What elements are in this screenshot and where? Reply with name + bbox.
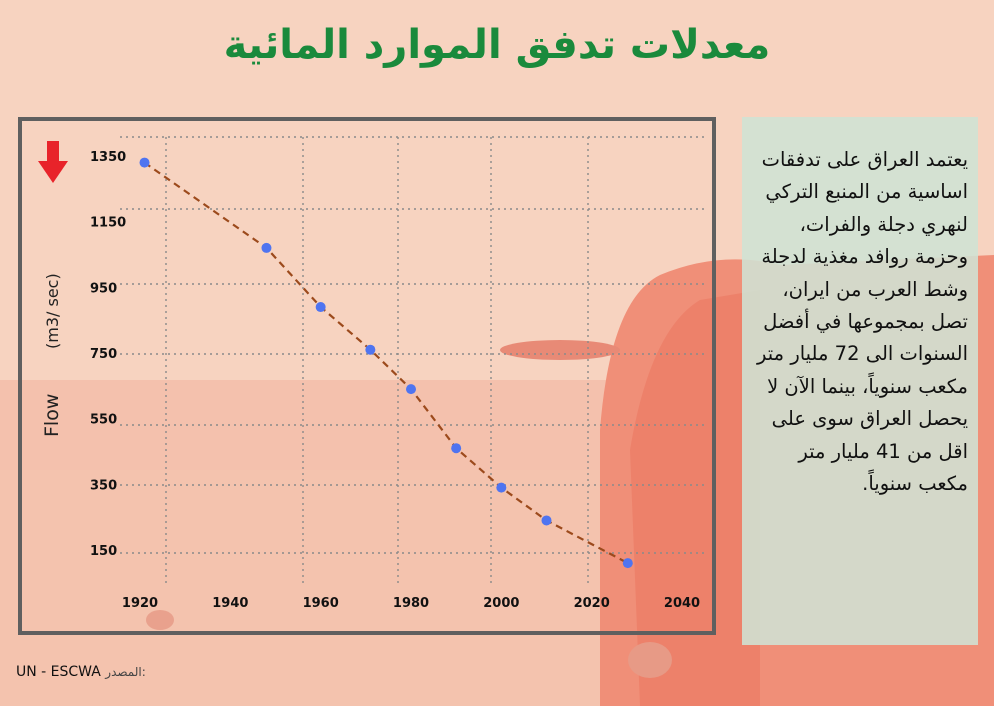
y-tick-labels: 150 350 550 750 950 1150 1350 bbox=[90, 150, 126, 559]
data-point bbox=[365, 344, 376, 355]
x-tick-label: 1960 bbox=[303, 596, 339, 611]
y-axis-label: Flow bbox=[41, 394, 63, 437]
y-tick-label: 750 bbox=[90, 347, 117, 362]
y-tick-label: 150 bbox=[90, 544, 117, 559]
source-credit: UN - ESCWA المصدر: bbox=[16, 664, 146, 680]
down-arrow-icon bbox=[38, 141, 68, 183]
data-point bbox=[261, 242, 272, 253]
data-point bbox=[451, 443, 462, 454]
source-value: UN - ESCWA bbox=[16, 664, 101, 680]
y-tick-label: 550 bbox=[90, 413, 117, 428]
chart-frame bbox=[18, 117, 716, 635]
x-tick-labels: 1920 1940 1960 1980 2000 2020 2040 bbox=[122, 596, 700, 611]
flow-chart: 150 350 550 750 950 1150 1350 1920 1940 1960 1980… bbox=[38, 136, 708, 611]
info-paragraph: يعتمد العراق على تدفقات اساسية من المنبع… bbox=[757, 148, 968, 496]
chart-grid bbox=[120, 136, 708, 587]
x-tick-label: 2020 bbox=[574, 596, 610, 611]
x-tick-label: 1920 bbox=[122, 596, 158, 611]
data-point bbox=[139, 157, 150, 168]
data-point bbox=[406, 384, 416, 395]
source-label: المصدر: bbox=[105, 665, 146, 679]
y-tick-label: 350 bbox=[90, 478, 117, 493]
data-markers bbox=[139, 157, 633, 569]
data-point bbox=[541, 515, 552, 526]
data-point bbox=[622, 558, 633, 569]
series-line bbox=[143, 161, 629, 565]
page-title: معدلات تدفق الموارد المائية bbox=[223, 22, 771, 68]
info-box bbox=[742, 117, 978, 645]
x-tick-label: 1980 bbox=[393, 596, 429, 611]
y-tick-label: 1150 bbox=[90, 216, 126, 231]
data-point bbox=[496, 482, 507, 493]
x-tick-label: 2000 bbox=[483, 596, 519, 611]
data-point bbox=[315, 302, 326, 313]
x-tick-label: 2040 bbox=[664, 596, 700, 611]
y-tick-label: 1350 bbox=[90, 150, 126, 165]
y-tick-label: 950 bbox=[90, 281, 117, 296]
x-tick-label: 1940 bbox=[212, 596, 248, 611]
y-axis-unit: (m3/ sec) bbox=[43, 273, 62, 349]
